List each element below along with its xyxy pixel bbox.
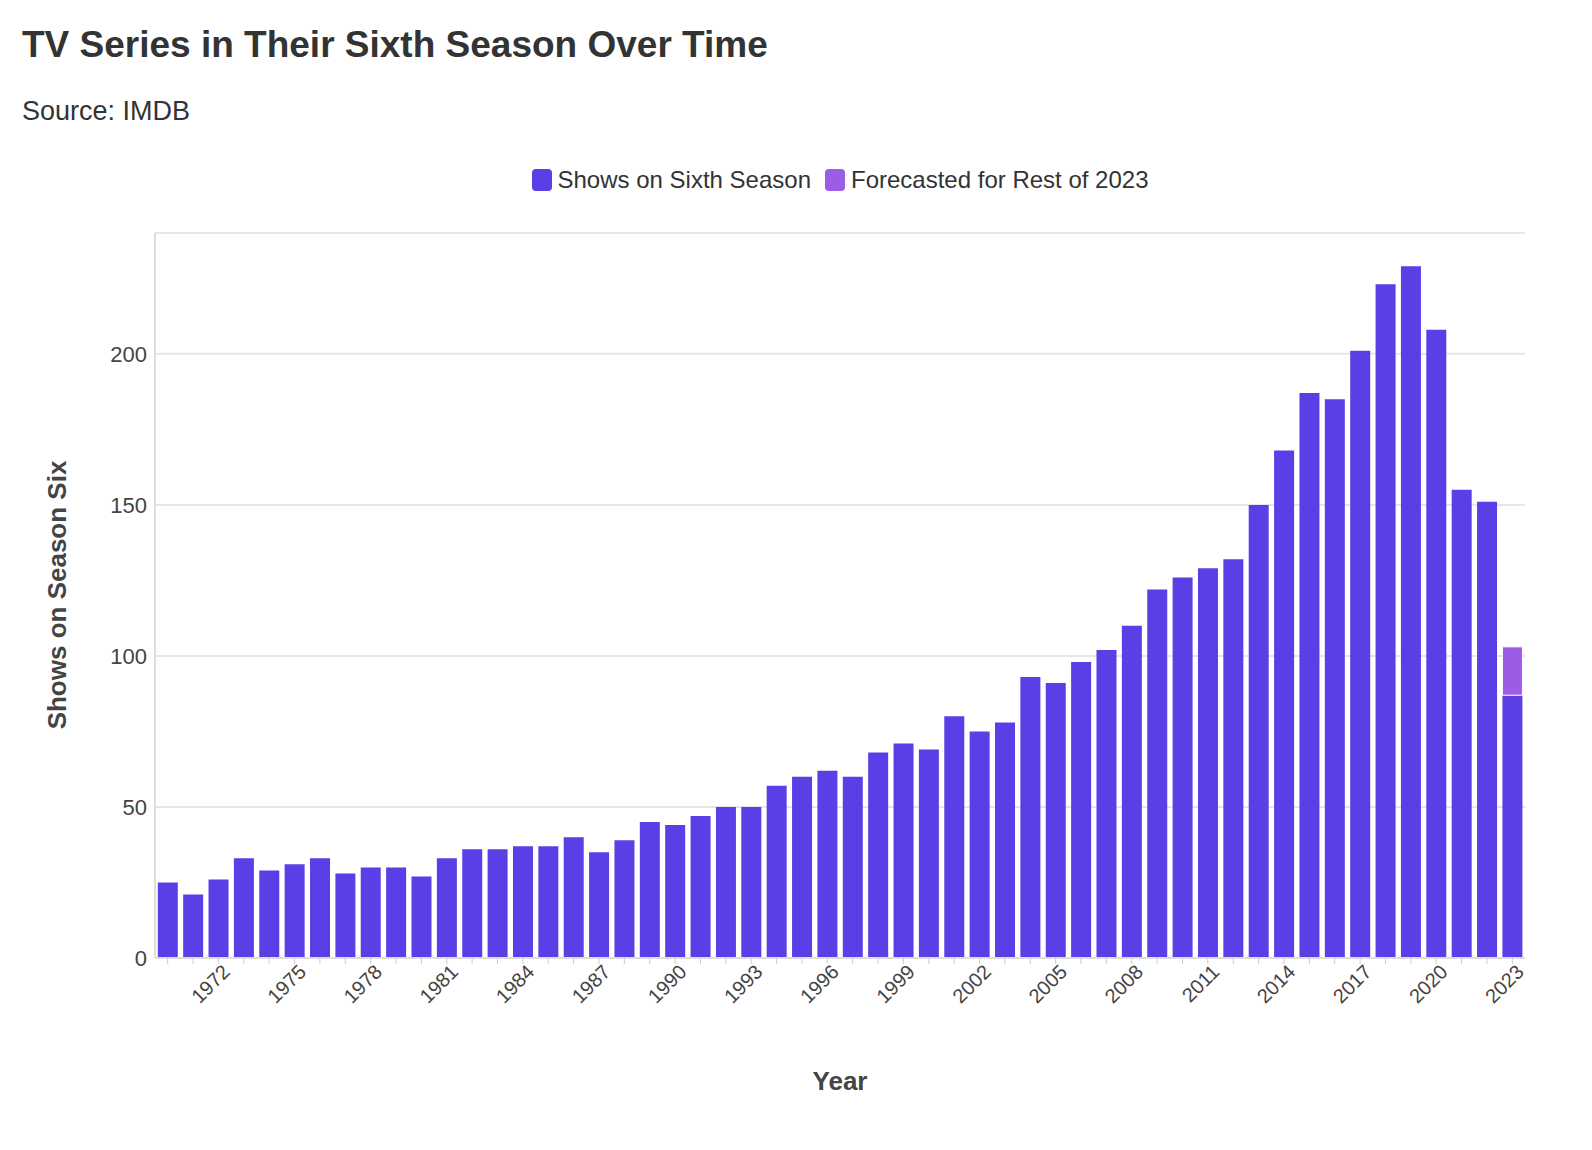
svg-text:1984: 1984 bbox=[491, 960, 538, 1007]
svg-text:2020: 2020 bbox=[1405, 960, 1452, 1007]
svg-text:1972: 1972 bbox=[187, 960, 234, 1007]
svg-text:100: 100 bbox=[110, 644, 147, 669]
svg-text:2005: 2005 bbox=[1024, 960, 1071, 1007]
svg-text:200: 200 bbox=[110, 342, 147, 367]
svg-text:2002: 2002 bbox=[948, 960, 995, 1007]
svg-text:2014: 2014 bbox=[1253, 960, 1300, 1007]
svg-text:1975: 1975 bbox=[263, 960, 310, 1007]
html-text:Year: Year bbox=[812, 1066, 868, 1096]
svg-text:1999: 1999 bbox=[872, 960, 919, 1007]
svg-text:2008: 2008 bbox=[1100, 960, 1147, 1007]
html-text:TV Series in Their Sixth Seaso: TV Series in Their Sixth Season Over Tim… bbox=[22, 24, 768, 65]
svg-text:50: 50 bbox=[123, 795, 147, 820]
html-text:Forecasted for Rest of 2023: Forecasted for Rest of 2023 bbox=[851, 166, 1149, 193]
html-text:Shows on Season Six: Shows on Season Six bbox=[41, 460, 72, 730]
svg-text:150: 150 bbox=[110, 493, 147, 518]
svg-text:1987: 1987 bbox=[568, 960, 615, 1007]
svg-text:2011: 2011 bbox=[1177, 960, 1223, 1006]
svg-text:1978: 1978 bbox=[339, 960, 386, 1007]
html-text:Source: IMDB: Source: IMDB bbox=[22, 96, 191, 126]
svg-text:1981: 1981 bbox=[415, 960, 462, 1007]
svg-text:1996: 1996 bbox=[796, 960, 843, 1007]
svg-text:1993: 1993 bbox=[720, 960, 767, 1007]
html-text:Shows on Sixth Season: Shows on Sixth Season bbox=[557, 166, 811, 193]
svg-text:0: 0 bbox=[135, 946, 147, 971]
svg-text:1990: 1990 bbox=[644, 960, 691, 1007]
svg-text:2017: 2017 bbox=[1329, 960, 1376, 1007]
svg-text:2023: 2023 bbox=[1481, 960, 1528, 1007]
